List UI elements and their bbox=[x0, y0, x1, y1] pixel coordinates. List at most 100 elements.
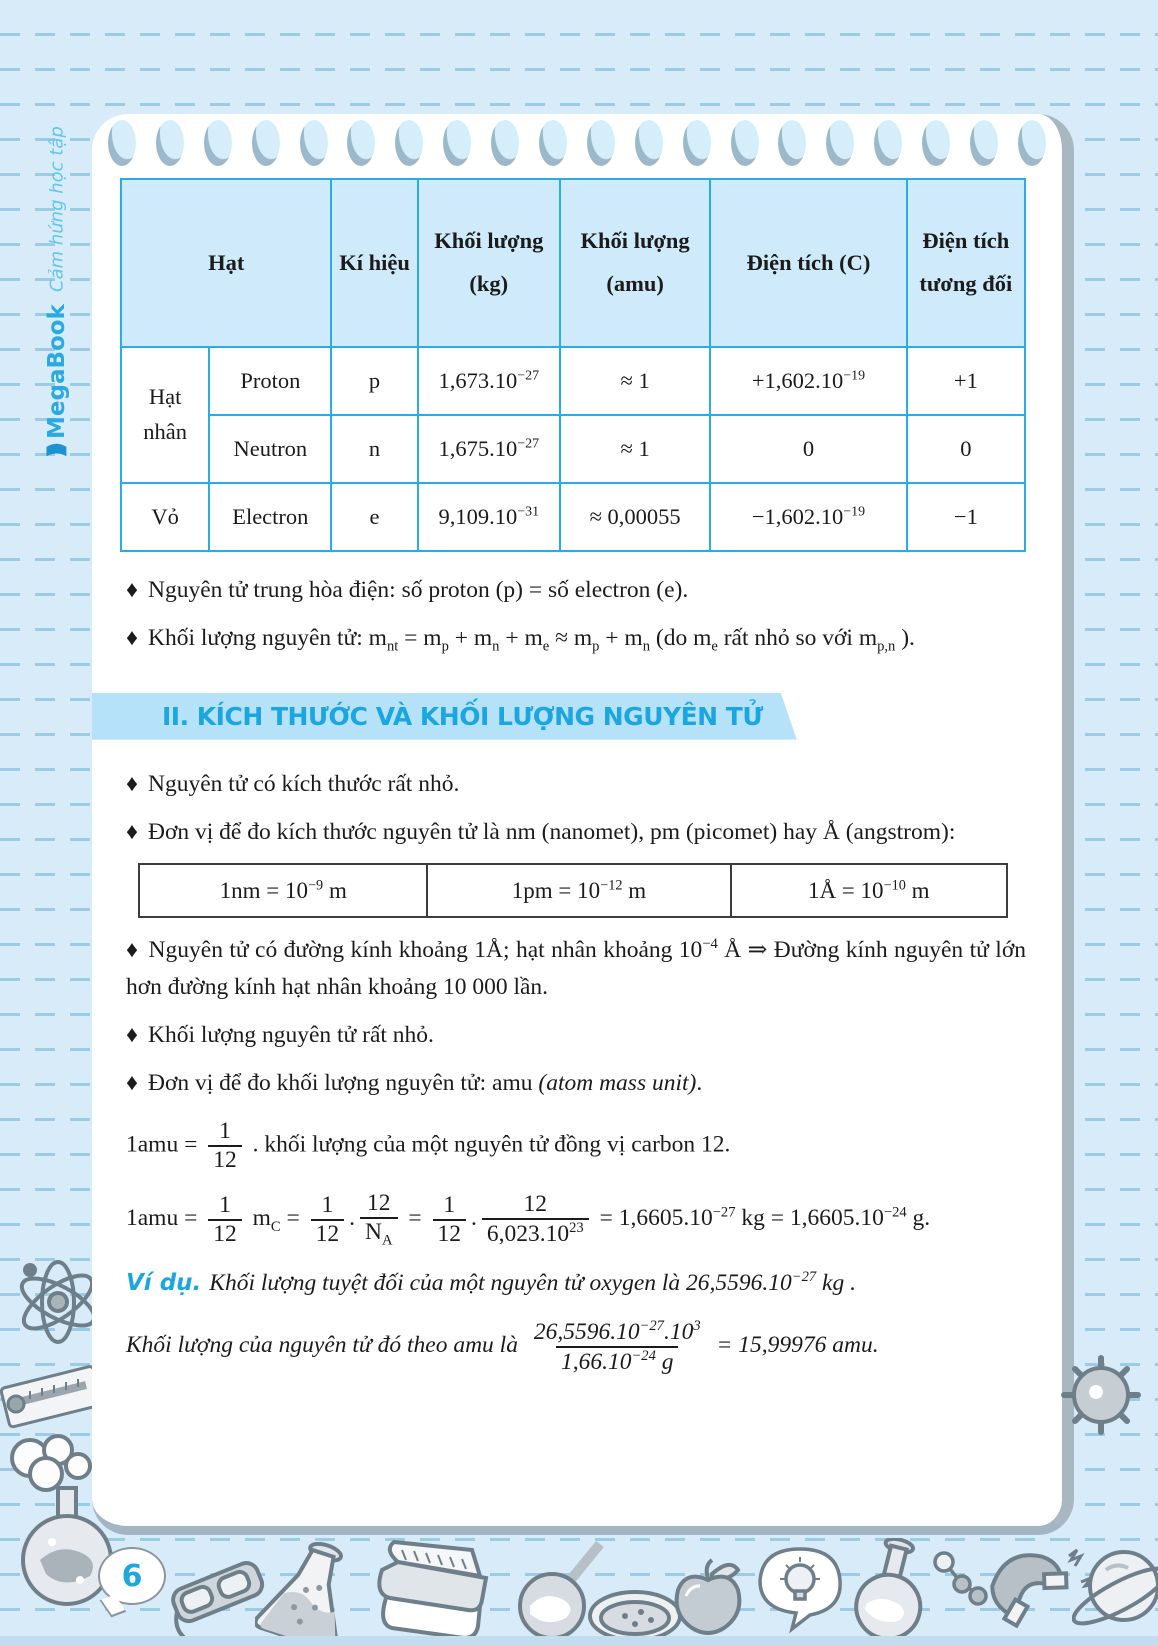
notebook-rule-line bbox=[0, 33, 1158, 36]
spiral-hole bbox=[682, 120, 711, 166]
particle-name-cell: Electron bbox=[208, 482, 333, 552]
example-label: Ví dụ. bbox=[126, 1270, 202, 1297]
page-number: 6 bbox=[121, 1558, 143, 1594]
spiral-hole bbox=[491, 120, 520, 166]
particle-table-header-row: Hạt Kí hiệu Khối lượng (kg) Khối lượng (… bbox=[119, 178, 1027, 348]
table-row: Vỏ Electron e 9,109.10−31 ≈ 0,00055 −1,602.10… bbox=[119, 482, 1027, 552]
particle-mass-amu-cell: ≈ 1 bbox=[558, 414, 712, 484]
books-icon bbox=[368, 1540, 493, 1646]
particle-mass-kg-cell: 1,675.10−27 bbox=[416, 414, 561, 484]
spiral-hole bbox=[299, 120, 328, 166]
brand-tagline: Cảm hứng học tập bbox=[46, 126, 68, 292]
diamond-bullet-icon: ♦ bbox=[126, 625, 138, 652]
spiral-hole bbox=[826, 120, 855, 166]
spiral-hole bbox=[874, 120, 903, 166]
header-ki-hieu: Kí hiệu bbox=[330, 178, 419, 348]
particle-relative-charge-cell: +1 bbox=[905, 346, 1027, 416]
spiral-hole bbox=[443, 120, 472, 166]
particle-group-cell: Hạt nhân bbox=[119, 346, 211, 484]
section-title-badge: II. KÍCH THƯỚC VÀ KHỐI LƯỢNG NGUYÊN TỬ bbox=[92, 693, 797, 740]
thermometer-icon bbox=[0, 1355, 105, 1440]
particle-relative-charge-cell: −1 bbox=[905, 482, 1027, 552]
brand-name: MegaBook bbox=[44, 303, 70, 439]
magnet-icon bbox=[985, 1538, 1095, 1638]
header-dien-tich-tuong-doi: Điện tích tương đối bbox=[905, 178, 1027, 348]
diamond-bullet-icon: ♦ bbox=[126, 770, 138, 797]
particle-charge-c-cell: +1,602.10−19 bbox=[709, 346, 908, 416]
particle-table: Hạt Kí hiệu Khối lượng (kg) Khối lượng (… bbox=[119, 178, 1027, 552]
bullet-amu-text: Đơn vị để đo khối lượng nguyên tử: amu (… bbox=[148, 1070, 703, 1097]
spiral-hole bbox=[347, 120, 376, 166]
header-khoi-luong-kg: Khối lượng (kg) bbox=[416, 178, 561, 348]
particle-relative-charge-cell: 0 bbox=[905, 414, 1027, 484]
particle-table-body: Hạt nhân Proton p 1,673.10−27 ≈ 1 +1,602.10−1… bbox=[119, 346, 1027, 552]
particle-mass-kg-cell: 1,673.10−27 bbox=[416, 346, 561, 416]
bullet-amu: ♦ Đơn vị để đo khối lượng nguyên tử: amu … bbox=[126, 1065, 1026, 1101]
spiral-hole bbox=[634, 120, 663, 166]
spiral-hole bbox=[730, 120, 759, 166]
table-row: Hạt nhân Proton p 1,673.10−27 ≈ 1 +1,602.10−1… bbox=[119, 346, 1027, 484]
amu-calculation: 1amu = 1 12 mC = 1 12. 12 NA = 1 12. 12 6,023.1… bbox=[126, 1189, 931, 1249]
example-line: Ví dụ. Khối lượng tuyệt đối của một nguyê… bbox=[126, 1265, 1026, 1302]
spiral-hole bbox=[203, 120, 232, 166]
spiral-hole bbox=[251, 120, 280, 166]
particle-mass-amu-cell: ≈ 0,00055 bbox=[558, 482, 712, 552]
example-calculation: Khối lượng của nguyên tử đó theo amu là … bbox=[126, 1317, 879, 1375]
spiral-holes bbox=[108, 120, 1046, 166]
note-neutral-text: Nguyên tử trung hòa điện: số proton (p) … bbox=[148, 577, 689, 603]
megabook-logo-icon: ))) bbox=[44, 448, 70, 458]
particle-name-cell: Neutron bbox=[208, 414, 333, 484]
header-dien-tich-c: Điện tích (C) bbox=[709, 178, 908, 348]
unit-nm: 1nm = 10−9 m bbox=[138, 862, 429, 919]
page-number-bubble: 6 bbox=[98, 1547, 166, 1605]
virus-icon bbox=[1058, 1352, 1144, 1438]
particle-charge-c-cell: −1,602.10−19 bbox=[709, 482, 908, 552]
notebook-rule-line bbox=[0, 68, 1158, 71]
bullet-units: ♦ Đơn vị để đo kích thước nguyên tử là nm… bbox=[126, 814, 1026, 850]
particle-symbol-cell: n bbox=[330, 414, 419, 484]
header-hat: Hạt bbox=[119, 178, 333, 348]
spiral-hole bbox=[539, 120, 568, 166]
bullet-mass-small: ♦ Khối lượng nguyên tử rất nhỏ. bbox=[126, 1017, 1026, 1053]
particle-mass-amu-cell: ≈ 1 bbox=[558, 346, 712, 416]
spiral-hole bbox=[922, 120, 951, 166]
bullet-units-text: Đơn vị để đo kích thước nguyên tử là nm … bbox=[148, 819, 956, 846]
spiral-hole bbox=[155, 120, 184, 166]
particle-name-cell: Proton bbox=[208, 346, 333, 416]
note-mass-text: Khối lượng nguyên tử: mnt = mp + mn + me… bbox=[148, 625, 915, 656]
notebook-rule-line bbox=[0, 1538, 1158, 1541]
example-text: Khối lượng tuyệt đối của một nguyên tử o… bbox=[209, 1269, 856, 1297]
bottom-edge bbox=[0, 1636, 1158, 1646]
unit-conversion-table: 1nm = 10−9 m 1pm = 10−12 m 1Å = 10−10 m bbox=[138, 862, 1008, 919]
unit-pm: 1pm = 10−12 m bbox=[426, 862, 732, 919]
header-khoi-luong-amu: Khối lượng (amu) bbox=[558, 178, 712, 348]
bullet-diameter-text: Nguyên tử có đường kính khoảng 1Å; hạt n… bbox=[126, 936, 1026, 1000]
apple-icon bbox=[672, 1556, 744, 1636]
planet-icon bbox=[1072, 1540, 1158, 1646]
spiral-hole bbox=[778, 120, 807, 166]
page-content: Hạt Kí hiệu Khối lượng (kg) Khối lượng (… bbox=[119, 178, 1027, 1392]
smoking-flask-icon bbox=[0, 1430, 125, 1646]
particle-charge-c-cell: 0 bbox=[709, 414, 908, 484]
diamond-bullet-icon: ♦ bbox=[126, 819, 138, 846]
page-card: Hạt Kí hiệu Khối lượng (kg) Khối lượng (… bbox=[92, 114, 1074, 1535]
spiral-hole bbox=[970, 120, 999, 166]
note-mass: ♦ Khối lượng nguyên tử: mnt = mp + mn + m… bbox=[126, 620, 1026, 658]
unit-angstrom: 1Å = 10−10 m bbox=[729, 862, 1008, 919]
bullet-size-text: Nguyên tử có kích thước rất nhỏ. bbox=[148, 770, 460, 797]
particle-group-cell: Vỏ bbox=[119, 482, 211, 552]
particle-symbol-cell: p bbox=[330, 346, 419, 416]
spiral-hole bbox=[108, 120, 136, 166]
spiral-hole bbox=[586, 120, 615, 166]
amu-definition: 1amu = 1 12 . khối lượng của một nguyên t… bbox=[126, 1117, 731, 1173]
particle-mass-kg-cell: 9,109.10−31 bbox=[416, 482, 561, 552]
brand-vertical: ))) MegaBook Cảm hứng học tập bbox=[44, 108, 70, 458]
diamond-bullet-icon: ♦ bbox=[126, 1022, 138, 1048]
notebook-rule-line bbox=[0, 103, 1158, 106]
diamond-bullet-icon: ♦ bbox=[126, 577, 138, 603]
molecule-icon bbox=[928, 1550, 988, 1610]
erlenmeyer-flask-icon bbox=[255, 1542, 370, 1646]
round-flask-icon bbox=[852, 1538, 938, 1646]
bullet-mass-small-text: Khối lượng nguyên tử rất nhỏ. bbox=[148, 1022, 434, 1048]
